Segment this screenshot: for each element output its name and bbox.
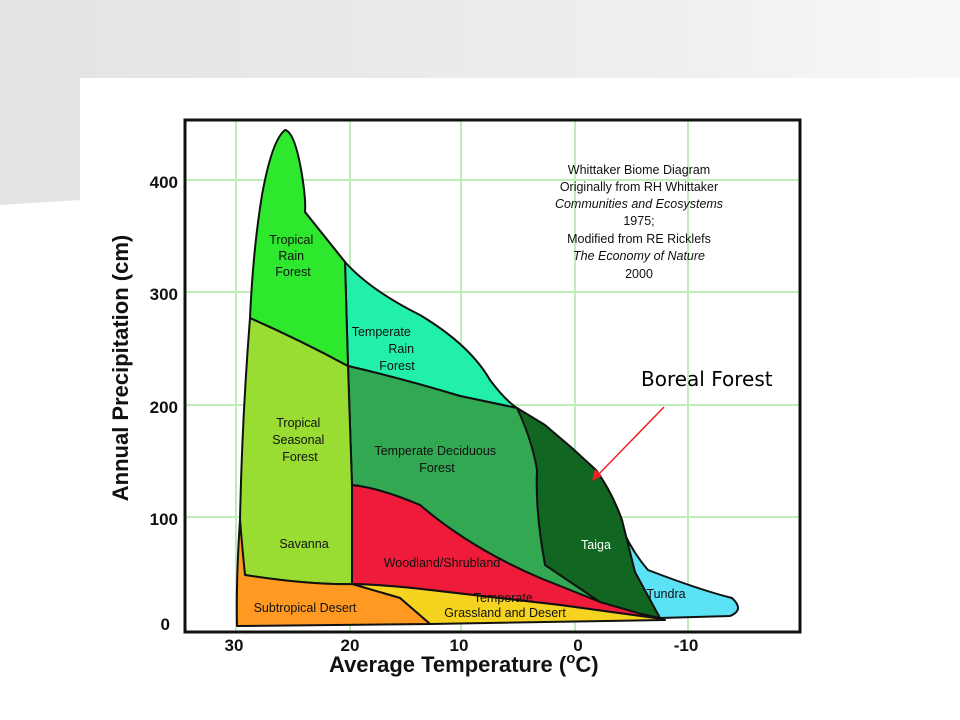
biome-label-woodland-shrubland: Woodland/Shrubland [384, 556, 501, 570]
y-tick-label: 0 [161, 615, 170, 634]
biome-label-temperate-deciduous-forest: Temperate Deciduous Forest [374, 444, 499, 475]
x-axis-label-unit: C) [575, 652, 598, 677]
x-tick-label: -10 [674, 636, 699, 655]
biome-label-taiga: Taiga [581, 538, 611, 552]
note-line: 1975; [623, 214, 654, 228]
biome-label-temperate-grassland: Temperate Grassland and Desert [444, 591, 566, 620]
biome-regions [235, 129, 739, 627]
biome-label-savanna: Savanna [279, 537, 328, 551]
note-line: The Economy of Nature [573, 249, 705, 263]
biome-label-temperate-rain-forest: Temperate Rain Forest [352, 325, 418, 373]
note-line: Originally from RH Whittaker [560, 180, 718, 194]
biome-label-tropical-seasonal-forest: Tropical Seasonal Forest [272, 416, 328, 464]
callout-arrow [592, 406, 665, 481]
biome-temperate-grassland-region [351, 583, 666, 625]
y-tick-label: 100 [150, 510, 178, 529]
x-axis-label-main: Average Temperature ( [329, 652, 567, 677]
x-axis-ticks: 30 20 10 0 -10 [225, 636, 699, 655]
y-tick-label: 200 [150, 398, 178, 417]
note-line: Communities and Ecosystems [555, 197, 723, 211]
y-tick-label: 400 [150, 173, 178, 192]
biome-subtropical-desert-region [235, 519, 431, 627]
x-tick-label: 30 [225, 636, 244, 655]
arrow-head-icon [592, 469, 602, 481]
x-tick-label: 20 [341, 636, 360, 655]
boreal-forest-callout-label: Boreal Forest [641, 367, 773, 391]
biome-label-tundra: Tundra [646, 587, 685, 601]
note-line: 2000 [625, 267, 653, 281]
biome-tropical-rain-forest-region [249, 129, 349, 367]
biome-label-subtropical-desert: Subtropical Desert [254, 601, 357, 615]
note-line: Whittaker Biome Diagram [568, 163, 710, 177]
biome-label-tropical-rain-forest: Tropical Rain Forest [269, 233, 316, 279]
plot-frame [183, 118, 802, 634]
x-axis-label: Average Temperature (oC) [329, 650, 599, 677]
note-line: Modified from RE Ricklefs [567, 232, 711, 246]
y-axis-ticks: 400 300 200 100 0 [150, 173, 178, 634]
x-tick-label: 0 [573, 636, 582, 655]
slide-template-shape [0, 0, 960, 205]
diagram-note: Whittaker Biome Diagram Originally from … [555, 163, 723, 281]
x-tick-label: 10 [450, 636, 469, 655]
biome-labels: Tropical Rain Forest Temperate Rain Fore… [254, 233, 686, 620]
y-tick-label: 300 [150, 285, 178, 304]
y-axis-label: Annual Precipitation (cm) [108, 235, 133, 501]
x-axis-label-degree: o [566, 650, 575, 667]
